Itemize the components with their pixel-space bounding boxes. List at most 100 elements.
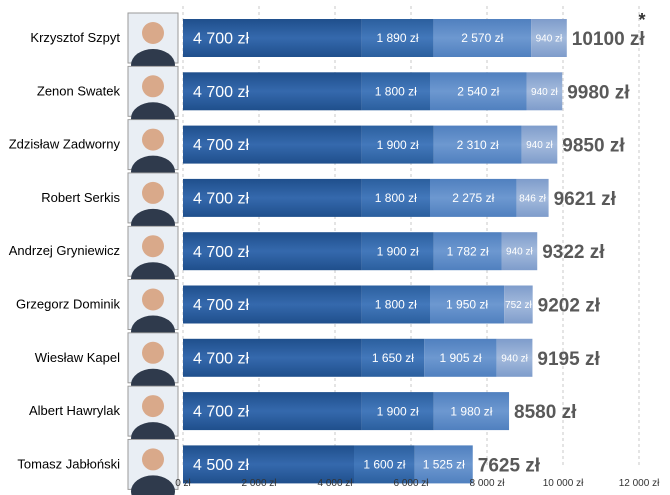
data-label: 1 980 zł: [450, 404, 492, 418]
x-tick-label: 10 000 zł: [543, 478, 584, 489]
bar-segment: [516, 178, 549, 217]
total-label: 9322 zł: [542, 242, 605, 263]
bar-segment: [183, 19, 362, 57]
data-label: 940 zł: [531, 87, 558, 98]
x-tick-label: 0 zł: [175, 478, 191, 489]
data-label: 1 800 zł: [375, 298, 417, 312]
data-label: 940 zł: [506, 247, 533, 258]
bar-segment: [414, 445, 473, 484]
bar-segment: [501, 232, 538, 271]
data-label: 1 900 zł: [377, 138, 419, 152]
category-labels: Krzysztof Szpyt Zenon Swatek Zdzisław Zadw…: [9, 30, 121, 471]
bar-segment: [430, 72, 527, 111]
bar-segment: [354, 445, 415, 484]
data-label: 2 570 zł: [461, 31, 503, 45]
bar-segment: [496, 338, 533, 377]
data-label: 1 900 zł: [377, 244, 419, 258]
portrait: [128, 66, 178, 134]
category-label: Zenon Swatek: [37, 83, 121, 98]
bar-segment: [183, 285, 362, 324]
bar-segment: [361, 72, 430, 111]
total-label: 7625 zł: [478, 455, 541, 476]
data-label: 2 540 zł: [457, 85, 499, 99]
category-label: Andrzej Gryniewicz: [9, 243, 120, 258]
data-label: 1 950 zł: [446, 298, 488, 312]
data-label: 1 900 zł: [377, 404, 419, 418]
category-label: Tomasz Jabłoński: [17, 456, 120, 471]
data-label: 2 310 zł: [457, 138, 499, 152]
bar-segment: [430, 285, 505, 324]
bar-segment: [433, 19, 532, 57]
bar-segment: [521, 125, 558, 164]
bar-segment: [183, 72, 362, 111]
bar-segment: [430, 178, 517, 217]
bar-segment: [361, 392, 434, 431]
bar-segment: [433, 392, 510, 431]
bar-segment: [183, 392, 362, 431]
bar-segment: [183, 178, 362, 217]
category-label: Krzysztof Szpyt: [30, 30, 120, 45]
data-label: 4 700 zł: [193, 350, 249, 367]
x-axis-ticks: 0 zł 2 000 zł 4 000 zł 6 000 zł 8 000 zł 10 0…: [175, 478, 660, 489]
data-label: 4 700 zł: [193, 84, 249, 101]
category-label: Wiesław Kapel: [35, 350, 120, 365]
total-label: 9202 zł: [538, 296, 601, 317]
footnote-asterisk: *: [638, 10, 645, 30]
bar-segment: [531, 19, 567, 57]
data-label: 846 zł: [519, 193, 546, 204]
portrait-head: [142, 342, 164, 364]
data-label: 4 700 zł: [193, 404, 249, 421]
bar-segment: [361, 19, 434, 57]
portrait-head: [142, 395, 164, 417]
data-label: 4 700 zł: [193, 297, 249, 314]
total-label: 9621 zł: [554, 189, 617, 210]
category-label: Zdzisław Zadworny: [9, 137, 121, 152]
portrait-head: [142, 75, 164, 97]
data-label: 1 800 zł: [375, 85, 417, 99]
total-label: 9980 zł: [567, 82, 630, 103]
data-label: 1 525 zł: [423, 458, 465, 472]
bar-segment: [424, 338, 497, 377]
data-label: 1 905 zł: [439, 351, 481, 365]
data-label: 1 600 zł: [363, 458, 405, 472]
x-tick-label: 6 000 zł: [393, 478, 429, 489]
portrait-head: [142, 448, 164, 470]
portrait-head: [142, 182, 164, 204]
portrait-head: [142, 22, 164, 44]
data-label: 752 zł: [505, 300, 532, 311]
data-label: 1 890 zł: [376, 31, 418, 45]
data-label: 940 zł: [536, 34, 563, 45]
portrait-head: [142, 129, 164, 151]
data-label: 4 700 zł: [193, 31, 249, 48]
x-tick-label: 2 000 zł: [241, 478, 277, 489]
portrait-head: [142, 235, 164, 257]
total-label: 8580 zł: [514, 402, 577, 423]
portraits: [128, 13, 178, 495]
bar-segment: [433, 232, 502, 271]
data-label: 4 700 zł: [193, 137, 249, 154]
total-label: 9850 zł: [562, 136, 625, 157]
category-label: Grzegorz Dominik: [16, 297, 121, 312]
x-tick-label: 12 000 zł: [619, 478, 660, 489]
data-label: 1 782 zł: [447, 244, 489, 258]
bar-segment: [361, 285, 430, 324]
x-tick-label: 8 000 zł: [469, 478, 505, 489]
bar-segment: [183, 445, 354, 484]
portrait-shoulders: [131, 475, 175, 495]
bar-segment: [183, 125, 362, 164]
data-label: 1 800 zł: [375, 191, 417, 205]
data-label: 4 500 zł: [193, 457, 249, 474]
portrait: [128, 439, 178, 495]
bar-segment: [361, 125, 434, 164]
x-tick-label: 4 000 zł: [317, 478, 353, 489]
bar-segment: [183, 338, 362, 377]
bars: 4 700 zł 1 890 zł 2 570 zł 940 zł 4 700 zł 1 …: [183, 19, 567, 484]
bar-segment: [504, 285, 533, 324]
category-label: Robert Serkis: [41, 190, 120, 205]
total-label: 10100 zł: [572, 29, 646, 50]
data-label: 2 275 zł: [452, 191, 494, 205]
bar-segment: [526, 72, 563, 111]
bar-segment: [183, 232, 362, 271]
bar-segment: [361, 178, 430, 217]
